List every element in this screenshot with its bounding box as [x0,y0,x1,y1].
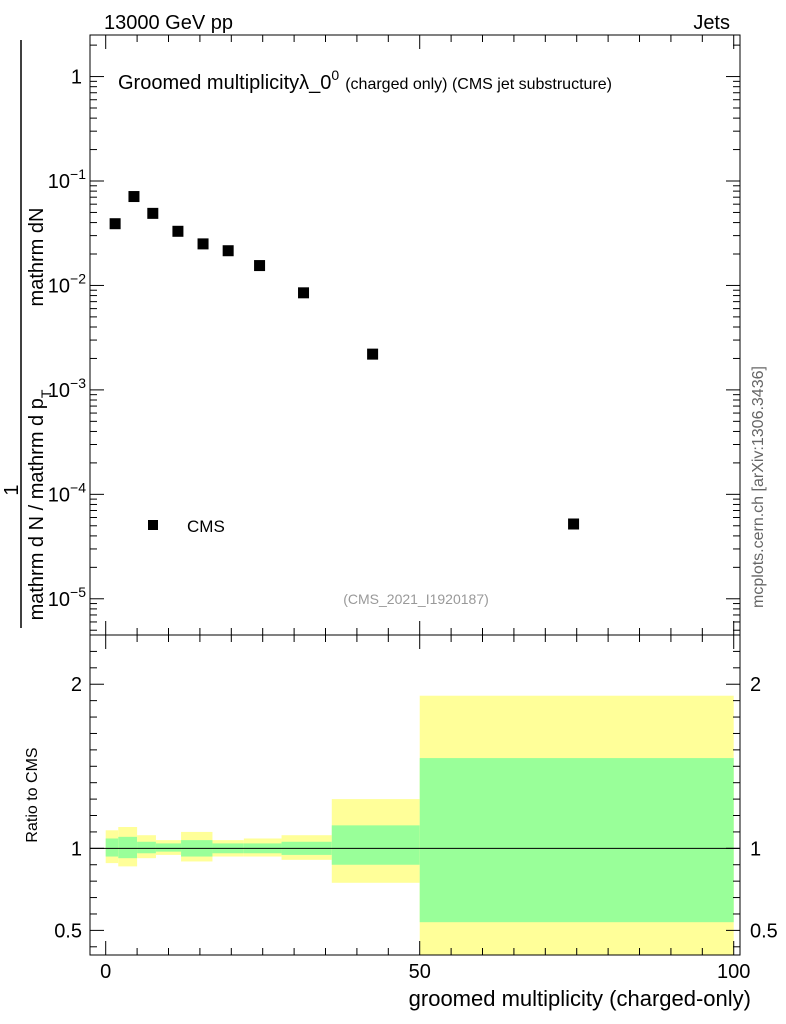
data-point [147,207,159,219]
data-point [197,238,209,250]
data-point [109,218,121,230]
data-point [128,191,140,203]
ratio-plot-panel: 0.5 0.5 1 1 2 2 0 50 100 Ratio to CMS groomed mu… [24,634,778,1011]
header-right-label: Jets [693,12,730,34]
main-plot-ticks [90,35,740,635]
inner-band [105,838,119,857]
y-tick-label: 10−3 [48,375,86,402]
y-tick-label: 10−5 [48,584,86,611]
data-point [367,348,379,360]
y-label-denominator: mathrm d N / mathrm d pT [26,389,54,620]
ratio-tick-labels: 0.5 0.5 1 1 2 2 0 50 100 [54,674,778,983]
ratio-y-tick-label-right: 0.5 [750,920,778,942]
ratio-y-tick-label-right: 2 [750,674,761,696]
y-label-one: 1 [1,484,23,495]
inner-band [331,825,420,865]
main-plot-panel: 1 10−1 10−2 10−3 10−4 10−5 Groomed multiplici… [1,34,741,636]
y-tick-label: 1 [71,67,82,89]
legend-marker-cms [148,520,158,530]
source-side-label: mcplots.cern.ch [arXiv:1306.3436] [750,366,767,608]
plot-title-superscript: 0 [331,67,339,83]
ratio-y-tick-label-left: 2 [71,674,82,696]
ratio-uncertainty-bands [105,695,734,955]
y-tick-label: 10−2 [48,270,86,297]
inner-band [419,758,734,923]
plot-title: Groomed multiplicityλ_00 (charged only) (… [118,67,612,94]
ratio-y-tick-label-right: 1 [750,838,761,860]
plot-title-lambda: λ_0 [299,72,331,94]
data-point [568,518,580,530]
x-tick-label: 100 [717,961,750,983]
main-plot-frame [89,34,741,636]
x-axis-label: groomed multiplicity (charged-only) [409,986,751,1011]
ratio-y-tick-label-left: 0.5 [54,920,82,942]
ratio-plot-frame [89,634,741,956]
data-point [222,245,234,257]
main-plot-y-axis-label: mathrm dN 1 mathrm d N / mathrm d pT [1,40,54,628]
ratio-plot-ticks [90,635,740,955]
inner-band [118,836,138,859]
x-tick-label: 0 [100,961,111,983]
y-label-numerator: mathrm dN [26,208,48,307]
plot-title-suffix: (charged only) (CMS jet substructure) [345,76,612,93]
data-point [172,225,184,237]
cms-data-points [109,191,580,530]
legend-label-cms: CMS [187,517,225,536]
ratio-y-tick-label-left: 1 [71,838,82,860]
ratio-y-axis-label: Ratio to CMS [24,747,41,842]
analysis-watermark: (CMS_2021_I1920187) [343,591,489,607]
y-tick-label: 10−1 [48,166,86,193]
data-point [254,260,266,272]
x-tick-label: 50 [409,961,431,983]
y-tick-label: 10−4 [48,479,86,506]
plot-title-main: Groomed multiplicity [118,72,299,94]
main-plot-y-tick-labels: 1 10−1 10−2 10−3 10−4 10−5 [48,67,86,611]
inner-band [137,841,156,854]
header-left-label: 13000 GeV pp [104,12,233,34]
inner-band [155,843,182,852]
data-point [298,287,310,299]
